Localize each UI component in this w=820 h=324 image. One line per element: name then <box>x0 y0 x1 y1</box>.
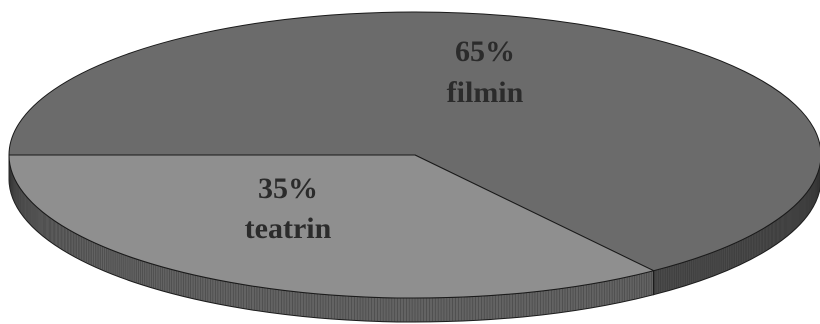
pie-side-hatch-teatrin <box>8 155 654 322</box>
pie-labels: 65% filmin 35% teatrin <box>245 35 524 245</box>
slice-name-label: teatrin <box>245 212 332 245</box>
pie-side-walls <box>8 154 820 323</box>
pie-top-faces <box>8 11 820 299</box>
slice-name-label: filmin <box>447 76 524 109</box>
pie-slice-teatrin <box>8 154 656 299</box>
slice-percent-label: 35% <box>258 172 318 205</box>
slice-percent-label: 65% <box>455 35 515 68</box>
pie-slice-filmin <box>8 11 820 272</box>
pie-side-hatch-filmin <box>653 164 820 295</box>
